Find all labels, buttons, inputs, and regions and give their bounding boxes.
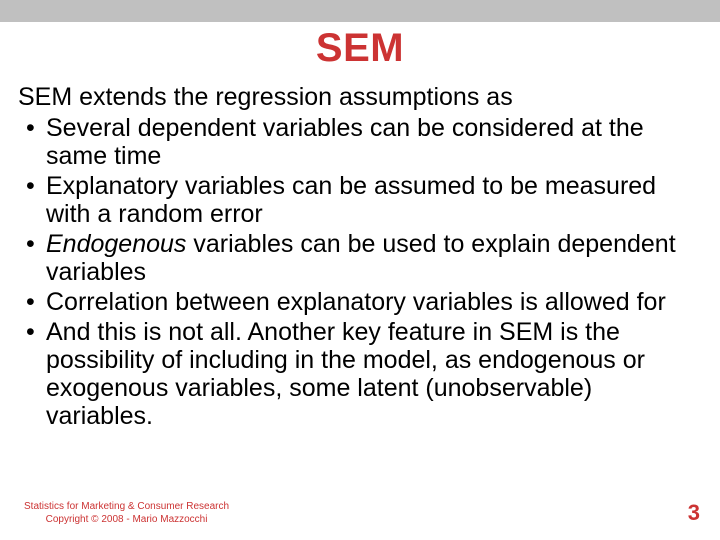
intro-line: SEM extends the regression assumptions a… bbox=[18, 83, 702, 112]
slide-body: SEM extends the regression assumptions a… bbox=[0, 77, 720, 430]
footer-line-1: Statistics for Marketing & Consumer Rese… bbox=[24, 501, 229, 514]
footer-line-2: Copyright © 2008 - Mario Mazzocchi bbox=[24, 514, 229, 527]
bullet-list: Several dependent variables can be consi… bbox=[18, 114, 702, 430]
bullet-item: Correlation between explanatory variable… bbox=[46, 288, 702, 316]
top-bar bbox=[0, 0, 720, 22]
bullet-item: And this is not all. Another key feature… bbox=[46, 318, 702, 430]
bullet-item: Explanatory variables can be assumed to … bbox=[46, 172, 702, 228]
bullet-item: Endogenous variables can be used to expl… bbox=[46, 230, 702, 286]
footer-attribution: Statistics for Marketing & Consumer Rese… bbox=[24, 501, 229, 526]
slide-title: SEM bbox=[0, 26, 720, 71]
slide-footer: Statistics for Marketing & Consumer Rese… bbox=[0, 500, 720, 526]
page-number: 3 bbox=[688, 500, 700, 526]
bullet-item: Several dependent variables can be consi… bbox=[46, 114, 702, 170]
